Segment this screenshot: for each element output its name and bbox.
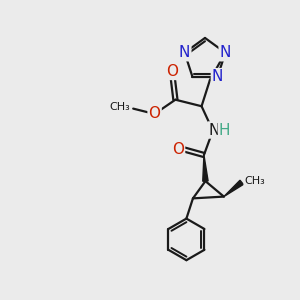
Text: N: N (179, 45, 190, 60)
Polygon shape (224, 180, 243, 196)
Text: H: H (219, 122, 230, 137)
Text: O: O (148, 106, 160, 122)
Text: O: O (167, 64, 178, 79)
Text: N: N (212, 69, 223, 84)
Text: O: O (172, 142, 184, 157)
Text: CH₃: CH₃ (110, 102, 130, 112)
Text: CH₃: CH₃ (244, 176, 265, 186)
Text: N: N (208, 122, 220, 137)
Text: N: N (220, 45, 231, 60)
Polygon shape (203, 155, 208, 181)
